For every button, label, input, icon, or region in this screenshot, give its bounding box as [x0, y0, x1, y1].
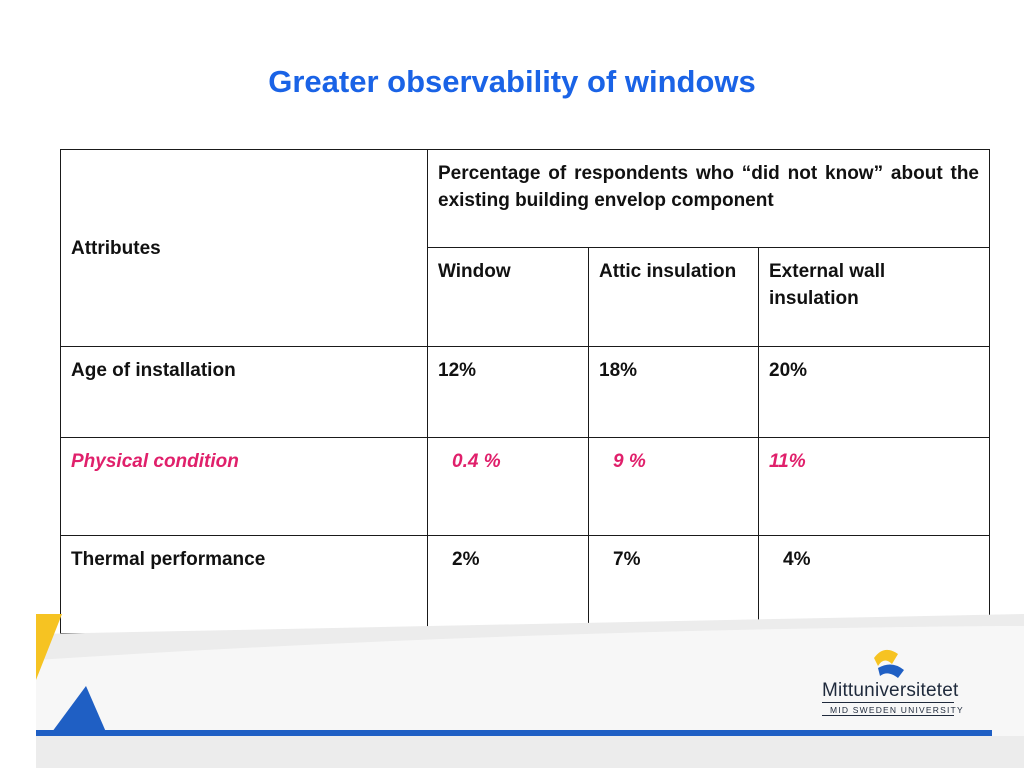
- row-label-age: Age of installation: [60, 346, 428, 438]
- bottom-blue-line: [36, 730, 992, 736]
- cell-thermal-window: 2%: [427, 535, 589, 634]
- row-label-thermal: Thermal performance: [60, 535, 428, 634]
- cell-physical-window: 0.4 %: [427, 437, 589, 536]
- attributes-header-cell: Attributes: [60, 149, 428, 347]
- cell-physical-attic: 9 %: [588, 437, 759, 536]
- column-header-external-wall: External wall insulation: [758, 247, 990, 347]
- cell-physical-external-wall: 11%: [758, 437, 990, 536]
- attributes-header: Attributes: [71, 237, 161, 259]
- university-name: Mittuniversitetet: [822, 680, 959, 701]
- cell-age-window: 12%: [427, 346, 589, 438]
- cell-age-attic: 18%: [588, 346, 759, 438]
- bottom-decoration: [36, 614, 1024, 768]
- column-header-attic: Attic insulation: [588, 247, 759, 347]
- header-row-2: Window Attic insulation External wall in…: [61, 247, 990, 347]
- cell-age-external-wall: 20%: [758, 346, 990, 438]
- logo-divider: [822, 702, 954, 703]
- survey-table: Attributes Percentage of respondents who…: [60, 149, 990, 634]
- header-row-1: Attributes Percentage of respondents who…: [60, 149, 990, 347]
- logo-divider: [822, 715, 954, 716]
- university-logo-icon: [874, 649, 904, 678]
- slide-title: Greater observability of windows: [268, 64, 756, 99]
- table-row: Age of installation 12% 18% 20%: [60, 346, 990, 438]
- group-heading-cell: Percentage of respondents who “did not k…: [427, 149, 990, 248]
- yellow-swoosh: [36, 614, 62, 680]
- row-label-physical: Physical condition: [60, 437, 428, 536]
- column-header-window: Window: [427, 247, 589, 347]
- university-subtitle: MID SWEDEN UNIVERSITY: [830, 705, 964, 715]
- blue-triangle: [52, 686, 106, 732]
- white-curve: [36, 626, 1024, 736]
- group-heading: Percentage of respondents who “did not k…: [438, 163, 979, 211]
- table-row: Physical condition 0.4 % 9 % 11%: [60, 437, 990, 536]
